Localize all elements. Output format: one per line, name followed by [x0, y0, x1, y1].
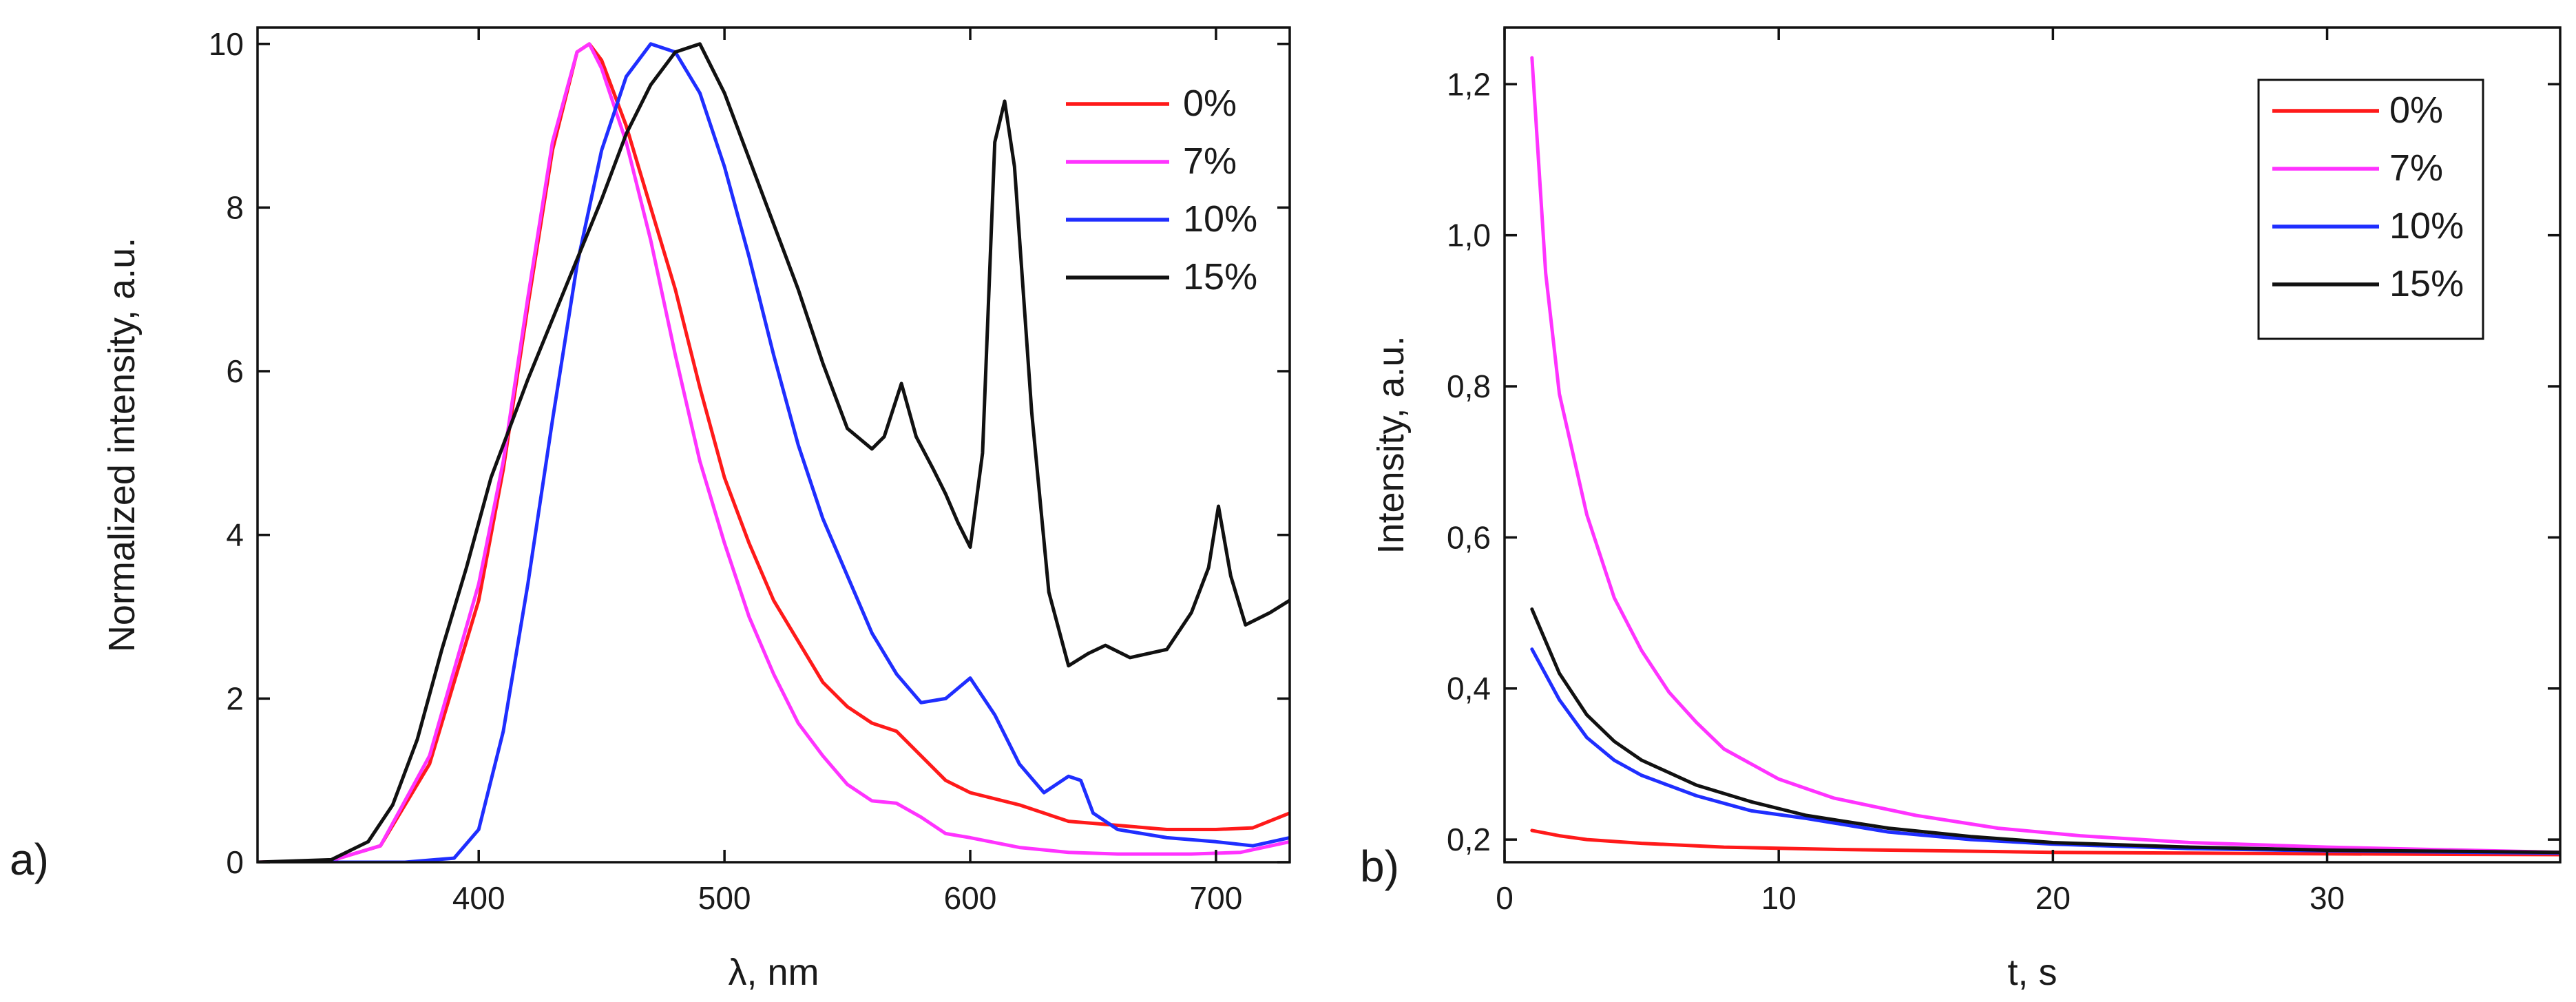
legend-label: 15% [1183, 256, 1257, 298]
y-tick-label: 0,2 [1447, 822, 1491, 857]
legend-label: 10% [1183, 198, 1257, 240]
y-tick-label: 0,4 [1447, 671, 1491, 707]
x-tick-label: 500 [698, 880, 751, 916]
series-line-10pct [258, 42, 1290, 862]
legend-label: 7% [2389, 147, 2443, 189]
legend-label: 0% [1183, 83, 1237, 124]
plot-area-frame [256, 26, 1291, 864]
legend: 0% 7% 10% 15% [2257, 79, 2484, 340]
legend-box [2257, 79, 2484, 340]
y-tick-label: 1,0 [1447, 218, 1491, 253]
legend-label: 0% [2389, 90, 2443, 131]
series-line-7pct [258, 42, 1290, 862]
panel-label: a) [10, 835, 49, 884]
chart-panel-a: 400 500 600 700 0 2 4 6 8 10 λ, nm Normalized inten… [10, 26, 1291, 993]
x-tick-label: 0 [1496, 880, 1514, 916]
series-line-15pct [1530, 607, 2560, 855]
series-group [1530, 56, 2560, 857]
y-tick-label: 10 [209, 26, 244, 62]
y-tick-label: 1,2 [1447, 66, 1491, 102]
x-tick-label: 20 [2035, 880, 2071, 916]
legend-label: 10% [2389, 205, 2464, 247]
x-tick-label: 600 [944, 880, 997, 916]
y-tick-label: 4 [226, 517, 244, 553]
plot-area-frame [1503, 26, 2562, 864]
y-tick-label: 2 [226, 680, 244, 716]
y-tick-label: 0,8 [1447, 368, 1491, 404]
y-axis-label: Normalized intensity, a.u. [101, 238, 143, 652]
chart-panel-b: 0 10 20 30 0,2 0,4 0,6 0,8 1,0 1,2 t, s Intensity, … [1360, 26, 2562, 993]
x-tick-label: 30 [2310, 880, 2345, 916]
series-line-15pct [258, 42, 1290, 862]
x-tick-label: 400 [452, 880, 505, 916]
legend-label: 15% [2389, 263, 2464, 304]
x-axis-label: t, s [2007, 952, 2057, 993]
x-tick-label: 700 [1190, 880, 1243, 916]
legend: 0% 7% 10% 15% [1066, 83, 1257, 298]
y-tick-label: 6 [226, 353, 244, 389]
y-tick-label: 0,6 [1447, 519, 1491, 555]
x-tick-label: 10 [1761, 880, 1797, 916]
x-axis-label: λ, nm [728, 952, 819, 993]
y-axis-label: Intensity, a.u. [1370, 335, 1412, 554]
legend-label: 7% [1183, 140, 1237, 182]
series-line-10pct [1530, 647, 2560, 855]
y-tick-label: 8 [226, 189, 244, 225]
panel-label: b) [1360, 842, 1399, 891]
series-line-0pct [1530, 828, 2560, 857]
series-group [258, 42, 1290, 862]
y-tick-label: 0 [226, 844, 244, 880]
series-line-7pct [1530, 56, 2560, 855]
series-line-0pct [258, 42, 1290, 862]
